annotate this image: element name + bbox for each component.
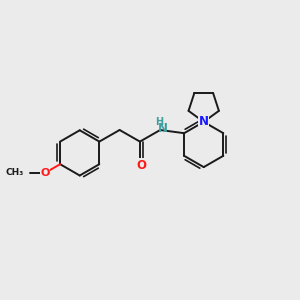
Text: CH₃: CH₃ <box>5 168 24 177</box>
Text: H: H <box>155 117 163 127</box>
Text: O: O <box>40 168 50 178</box>
Text: O: O <box>136 159 146 172</box>
Text: N: N <box>158 122 167 135</box>
Text: N: N <box>199 116 209 128</box>
